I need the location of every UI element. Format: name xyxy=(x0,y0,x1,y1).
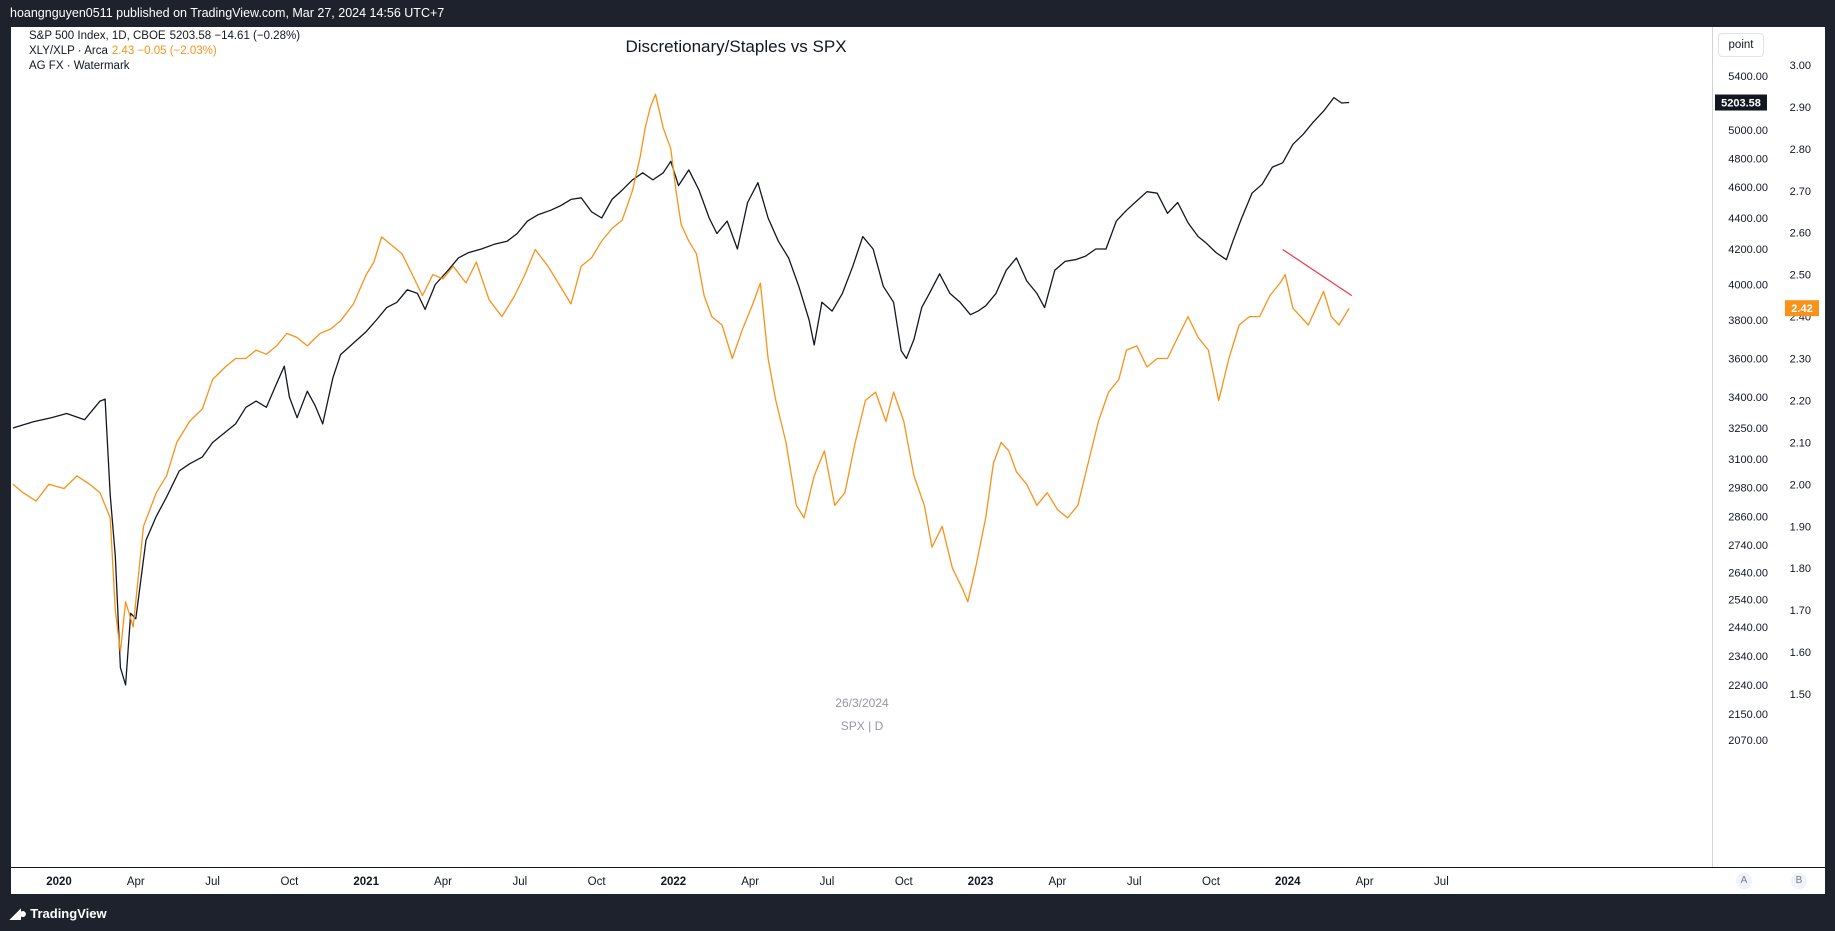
ratio-tick-label: 2.70 xyxy=(1790,186,1811,198)
time-tick-label: Apr xyxy=(741,876,759,888)
time-axis-svg: 2020 Apr Jul Oct 2021 Apr Jul Oct 2022 Apr Jul Oct 2… xyxy=(46,876,1449,888)
publish-header: hoangnguyen0511 published on TradingView… xyxy=(0,0,1835,27)
spx-tick-label: 3400.00 xyxy=(1728,392,1768,404)
price-mode-button[interactable]: point xyxy=(1718,33,1764,57)
publish-line: hoangnguyen0511 published on TradingView… xyxy=(10,6,445,20)
spx-tick-label: 2540.00 xyxy=(1728,595,1768,607)
ratio-tick-label: 2.10 xyxy=(1790,437,1811,449)
time-tick-label: 2021 xyxy=(353,876,379,888)
price-scale-svg: 5400.00 5000.00 4800.00 4600.00 4400.00 4200.… xyxy=(1715,18,1819,747)
legend-ratio-label: XLY/XLP · Arca xyxy=(29,45,108,57)
ratio-last-badge xyxy=(1785,300,1819,317)
ratio-tick-label: 1.70 xyxy=(1790,605,1811,617)
ratio-tick-label: 2.30 xyxy=(1790,354,1811,366)
spx-tick-label: 2150.00 xyxy=(1728,709,1768,721)
spx-tick-label: 5000.00 xyxy=(1728,125,1768,137)
spx-tick-label: 2340.00 xyxy=(1728,651,1768,663)
spx-tick-label: 3600.00 xyxy=(1728,354,1768,366)
chart-svg: Discretionary/Staples vs SPX 26/3/2024 SPX… xyxy=(12,37,1353,733)
spx-tick-label: 3100.00 xyxy=(1728,454,1768,466)
spx-tick-label: 2640.00 xyxy=(1728,567,1768,579)
time-tick-label: Jul xyxy=(512,876,527,888)
time-tick-label: 2020 xyxy=(46,876,72,888)
spx-tick-label: 2440.00 xyxy=(1728,622,1768,634)
ratio-tick-label: 2.80 xyxy=(1790,144,1811,156)
legend-spx[interactable]: S&P 500 Index, 1D, CBOE 5203.58 −14.61 (−… xyxy=(29,30,300,42)
ratio-tick-label: 3.00 xyxy=(1790,60,1811,72)
spx-tick-label: 4600.00 xyxy=(1728,182,1768,194)
ratio-tick-label: 1.60 xyxy=(1790,647,1811,659)
auto-scale-button[interactable]: A xyxy=(1736,873,1752,889)
watermark-date: 26/3/2024 xyxy=(835,696,889,710)
time-tick-label: Oct xyxy=(280,876,299,888)
ratio-tick-label: 2.60 xyxy=(1790,228,1811,240)
spx-tick-label: 4000.00 xyxy=(1728,280,1768,292)
spx-line xyxy=(12,96,1350,686)
time-tick-label: Oct xyxy=(895,876,914,888)
time-tick-label: 2023 xyxy=(968,876,994,888)
time-tick-label: Jul xyxy=(205,876,220,888)
spx-tick-label: 3250.00 xyxy=(1728,423,1768,435)
ratio-line xyxy=(12,93,1350,653)
spx-last-badge xyxy=(1715,94,1767,111)
legend-spx-value: 5203.58 −14.61 (−0.28%) xyxy=(169,30,301,42)
footer-bar: ◢● TradingView xyxy=(0,894,1835,931)
scale-b-button[interactable]: B xyxy=(1791,873,1807,889)
watermark-symbol: SPX | D xyxy=(841,719,884,733)
tradingview-logo[interactable]: ◢● TradingView xyxy=(10,905,107,922)
spx-tick-label: 3800.00 xyxy=(1728,315,1768,327)
ratio-tick-label: 1.80 xyxy=(1790,563,1811,575)
spx-tick-label: 4400.00 xyxy=(1728,213,1768,225)
ratio-tick-label: 2.50 xyxy=(1790,270,1811,282)
legend-watermark[interactable]: AG FX · Watermark xyxy=(29,60,130,72)
time-axis[interactable]: 2020 Apr Jul Oct 2021 Apr Jul Oct 2022 Apr Jul Oct 2… xyxy=(11,867,1825,894)
time-tick-label: Oct xyxy=(1202,876,1221,888)
spx-tick-label: 5400.00 xyxy=(1728,71,1768,83)
ratio-tick-label: 3.10 xyxy=(1790,27,1811,30)
tradingview-logo-icon: ◢● xyxy=(10,905,27,921)
time-tick-label: Apr xyxy=(434,876,452,888)
trendline xyxy=(1282,248,1353,297)
time-tick-label: Jul xyxy=(1127,876,1142,888)
spx-tick-label: 2740.00 xyxy=(1728,540,1768,552)
ratio-tick-label: 1.90 xyxy=(1790,521,1811,533)
ratio-last-value: 2.42 xyxy=(1791,303,1812,315)
time-tick-label: 2024 xyxy=(1275,876,1301,888)
time-tick-label: Jul xyxy=(820,876,835,888)
spx-tick-label: 2980.00 xyxy=(1728,483,1768,495)
spx-tick-label: 4800.00 xyxy=(1728,154,1768,166)
legend-watermark-label: AG FX · Watermark xyxy=(29,60,130,72)
time-tick-label: Apr xyxy=(127,876,145,888)
time-tick-label: Jul xyxy=(1434,876,1449,888)
time-tick-label: 2022 xyxy=(661,876,687,888)
ratio-tick-label: 1.50 xyxy=(1790,689,1811,701)
ratio-tick-label: 2.00 xyxy=(1790,479,1811,491)
price-scale[interactable]: 5400.00 5000.00 4800.00 4600.00 4400.00 4200.… xyxy=(1712,18,1825,867)
tradingview-brand: TradingView xyxy=(30,906,107,921)
time-tick-label: Apr xyxy=(1048,876,1066,888)
ratio-tick-label: 2.90 xyxy=(1790,102,1811,114)
chart-plot-area[interactable]: Discretionary/Staples vs SPX 26/3/2024 SPX… xyxy=(11,27,1712,891)
ratio-tick-label: 2.20 xyxy=(1790,395,1811,407)
legend-spx-label: S&P 500 Index, 1D, CBOE xyxy=(29,30,166,42)
spx-tick-label: 2860.00 xyxy=(1728,511,1768,523)
frame-right xyxy=(1825,27,1835,894)
time-tick-label: Apr xyxy=(1356,876,1374,888)
spx-tick-label: 4200.00 xyxy=(1728,244,1768,256)
frame-left xyxy=(0,27,11,894)
legend-ratio[interactable]: XLY/XLP · Arca 2.43 −0.05 (−2.03%) xyxy=(29,45,217,57)
spx-last-value: 5203.58 xyxy=(1721,98,1761,110)
spx-tick-label: 2070.00 xyxy=(1728,735,1768,747)
legend-ratio-value: 2.43 −0.05 (−2.03%) xyxy=(111,45,217,57)
time-tick-label: Oct xyxy=(588,876,607,888)
chart-title: Discretionary/Staples vs SPX xyxy=(625,37,846,56)
spx-tick-label: 2240.00 xyxy=(1728,680,1768,692)
